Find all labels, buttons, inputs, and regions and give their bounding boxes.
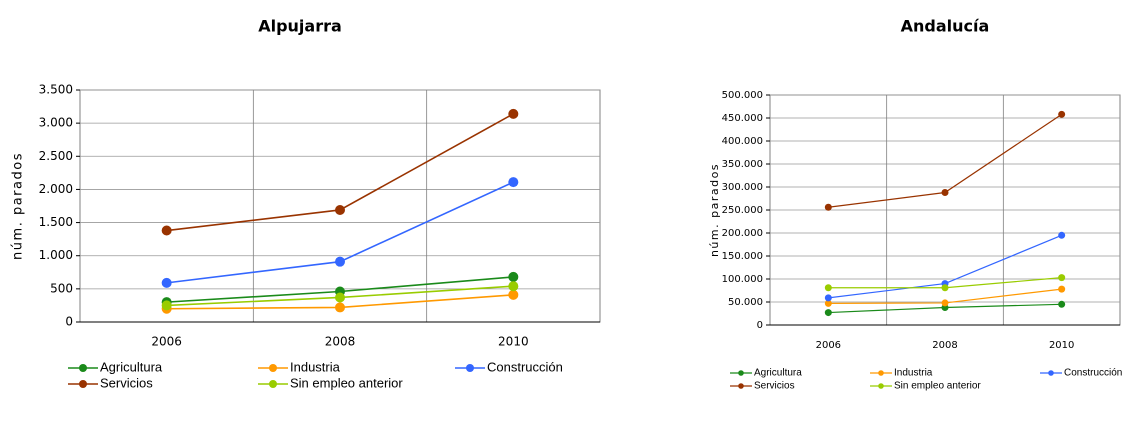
y-tick-label: 2.000 bbox=[39, 182, 73, 196]
y-tick-label: 250.000 bbox=[722, 205, 763, 216]
legend-label: Construcción bbox=[487, 359, 563, 374]
x-tick-label: 2006 bbox=[816, 340, 841, 351]
data-point bbox=[508, 108, 519, 119]
data-point bbox=[824, 294, 832, 302]
legend-label: Sin empleo anterior bbox=[894, 381, 981, 392]
legend-label: Construcción bbox=[1064, 368, 1122, 379]
legend-marker bbox=[269, 364, 277, 372]
legend-marker bbox=[738, 370, 744, 376]
x-tick-label: 2008 bbox=[932, 340, 957, 351]
data-point bbox=[824, 309, 832, 317]
y-tick-label: 3.000 bbox=[39, 116, 73, 130]
data-point bbox=[335, 204, 345, 215]
legend-label: Industria bbox=[290, 359, 341, 374]
y-axis-label: núm. parados bbox=[11, 152, 26, 260]
y-tick-label: 3.500 bbox=[39, 83, 73, 97]
data-point bbox=[508, 271, 519, 282]
y-tick-label: 0 bbox=[757, 320, 763, 331]
x-tick-label: 2010 bbox=[498, 335, 529, 349]
x-tick-label: 2010 bbox=[1049, 340, 1074, 351]
data-point bbox=[335, 256, 345, 267]
legend-label: Servicios bbox=[754, 381, 795, 392]
legend-marker bbox=[878, 370, 884, 376]
data-point bbox=[941, 284, 949, 292]
data-point bbox=[508, 289, 519, 300]
data-point bbox=[824, 299, 832, 307]
y-tick-label: 350.000 bbox=[722, 159, 763, 170]
y-tick-label: 150.000 bbox=[722, 251, 763, 262]
y-axis-label: núm. parados bbox=[708, 163, 721, 257]
data-point bbox=[824, 203, 832, 211]
y-tick-label: 500.000 bbox=[722, 90, 763, 101]
legend-marker bbox=[79, 380, 87, 388]
x-tick-label: 2006 bbox=[151, 335, 182, 349]
legend-label: Industria bbox=[894, 368, 933, 379]
legend-label: Agricultura bbox=[100, 359, 163, 374]
data-point bbox=[1058, 285, 1066, 293]
y-tick-label: 1.000 bbox=[39, 248, 73, 262]
legend-marker bbox=[79, 364, 87, 372]
data-point bbox=[1058, 274, 1066, 282]
data-point bbox=[508, 177, 519, 188]
legend-marker bbox=[738, 383, 744, 389]
data-point bbox=[161, 277, 172, 288]
legend-label: Servicios bbox=[100, 375, 153, 390]
legend-marker bbox=[466, 364, 474, 372]
legend-marker bbox=[269, 380, 277, 388]
y-tick-label: 2.500 bbox=[39, 149, 73, 163]
y-tick-label: 1.500 bbox=[39, 215, 73, 229]
data-point bbox=[335, 302, 345, 313]
data-point bbox=[824, 284, 832, 292]
legend-marker bbox=[1048, 370, 1054, 376]
y-tick-label: 500 bbox=[50, 281, 73, 295]
y-tick-label: 50.000 bbox=[728, 297, 763, 308]
y-tick-label: 400.000 bbox=[722, 136, 763, 147]
data-point bbox=[161, 300, 172, 311]
y-tick-label: 300.000 bbox=[722, 182, 763, 193]
x-tick-label: 2008 bbox=[325, 335, 356, 349]
data-point bbox=[941, 189, 949, 197]
y-tick-label: 100.000 bbox=[722, 274, 763, 285]
legend-marker bbox=[878, 383, 884, 389]
data-point bbox=[1058, 110, 1066, 118]
series-line bbox=[166, 181, 514, 284]
legend-label: Agricultura bbox=[754, 368, 802, 379]
y-tick-label: 450.000 bbox=[722, 113, 763, 124]
data-point bbox=[335, 292, 345, 303]
y-tick-label: 200.000 bbox=[722, 228, 763, 239]
chart-title: Andalucía bbox=[901, 17, 990, 36]
data-point bbox=[1058, 300, 1066, 308]
chart-title: Alpujarra bbox=[258, 17, 342, 36]
data-point bbox=[161, 225, 172, 236]
legend-label: Sin empleo anterior bbox=[290, 375, 403, 390]
data-point bbox=[941, 299, 949, 307]
y-tick-label: 0 bbox=[65, 315, 73, 329]
data-point bbox=[508, 281, 519, 292]
data-point bbox=[1058, 231, 1066, 239]
